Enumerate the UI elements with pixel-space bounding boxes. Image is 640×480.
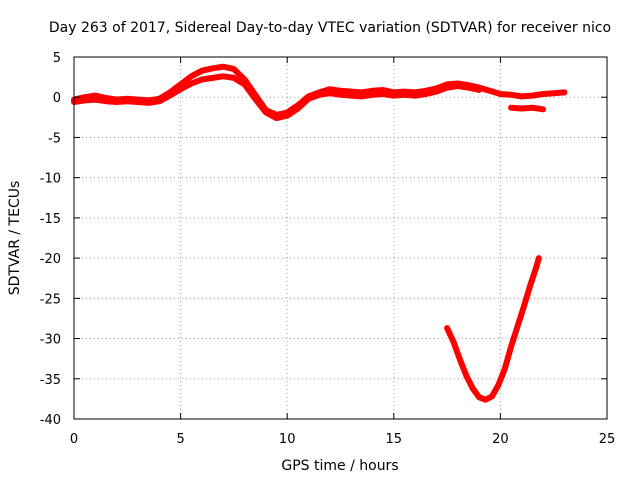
y-axis-label: SDTVAR / TECUs xyxy=(7,181,23,296)
y-tick-label: -5 xyxy=(48,131,61,146)
y-tick-label: -25 xyxy=(40,292,61,307)
plot-frame xyxy=(73,56,608,420)
x-tick-label: 10 xyxy=(279,432,296,447)
grid-lines xyxy=(74,57,607,419)
x-tick-label: 25 xyxy=(599,432,616,447)
y-tick-label: -35 xyxy=(40,373,61,388)
series-line-track-c xyxy=(508,104,546,113)
y-tick-label: -30 xyxy=(40,333,61,348)
tick-labels: 0 5 10 15 20 25 5 0 -5 -10 -15 -20 -25 -30 -35 -40 xyxy=(40,51,616,447)
series-line-track-d xyxy=(444,255,542,403)
chart-title: Day 263 of 2017, Sidereal Day-to-day VTE… xyxy=(49,20,611,36)
x-tick-label: 0 xyxy=(70,432,78,447)
x-axis-label: GPS time / hours xyxy=(281,458,398,474)
axis-ticks xyxy=(73,56,608,420)
series-line-track-b xyxy=(71,73,483,122)
data-series xyxy=(71,63,568,403)
x-tick-label: 15 xyxy=(386,432,403,447)
y-tick-label: -15 xyxy=(40,212,61,227)
y-tick-label: -40 xyxy=(40,413,61,428)
x-tick-label: 20 xyxy=(492,432,509,447)
x-tick-label: 5 xyxy=(176,432,184,447)
y-tick-label: 5 xyxy=(53,51,61,66)
y-tick-label: -10 xyxy=(40,172,61,187)
series-line-track-a xyxy=(71,63,568,118)
y-tick-label: -20 xyxy=(40,252,61,267)
y-tick-label: 0 xyxy=(53,91,61,106)
